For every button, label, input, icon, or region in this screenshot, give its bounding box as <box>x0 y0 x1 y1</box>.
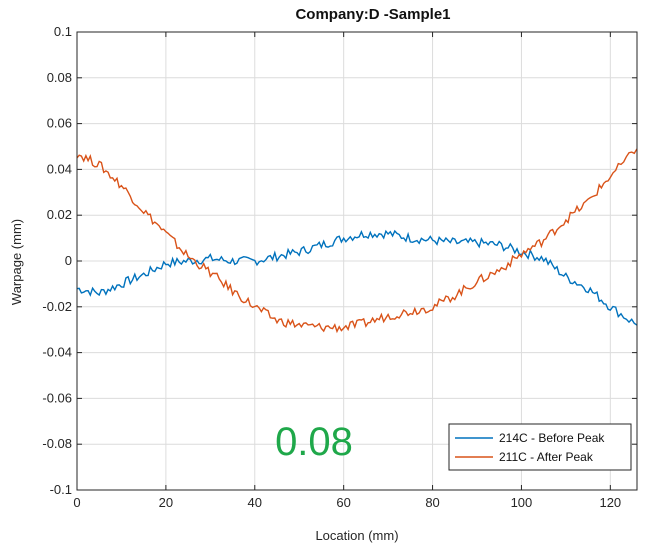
y-tick-label: -0.1 <box>50 482 72 497</box>
x-tick-label: 0 <box>73 495 80 510</box>
series-line-2 <box>76 148 638 334</box>
legend: 214C - Before Peak 211C - After Peak <box>448 423 632 471</box>
y-tick-label: -0.06 <box>42 390 72 405</box>
difference-annotation: 0.08 <box>275 420 353 464</box>
chart-title: Company:D -Sample1 <box>295 6 450 23</box>
y-axis-label: Warpage (mm) <box>9 219 24 305</box>
y-tick-label: 0.06 <box>47 116 72 131</box>
x-tick-label: 80 <box>425 495 439 510</box>
x-tick-label: 40 <box>248 495 262 510</box>
plot-area: 0 20 40 60 80 100 120 0.1 0.08 0.06 0.04 0.02 0 -0.02… <box>42 24 638 510</box>
y-tick-label: 0.02 <box>47 207 72 222</box>
x-tick-label: 100 <box>511 495 533 510</box>
y-tick-label: -0.08 <box>42 436 72 451</box>
y-tick-label: 0.08 <box>47 70 72 85</box>
y-tick-label: -0.04 <box>42 345 72 360</box>
y-tick-label: 0 <box>65 253 72 268</box>
legend-label-1: 214C - Before Peak <box>499 431 605 445</box>
y-tick-label: 0.04 <box>47 161 72 176</box>
x-tick-label: 60 <box>336 495 350 510</box>
x-axis-label: Location (mm) <box>315 528 398 543</box>
y-tick-label: -0.02 <box>42 299 72 314</box>
series-line-1 <box>76 229 638 326</box>
x-tick-label: 120 <box>599 495 621 510</box>
legend-label-2: 211C - After Peak <box>499 450 594 464</box>
x-tick-label: 20 <box>159 495 173 510</box>
legend-box <box>448 423 632 471</box>
y-tick-label: 0.1 <box>54 24 72 39</box>
